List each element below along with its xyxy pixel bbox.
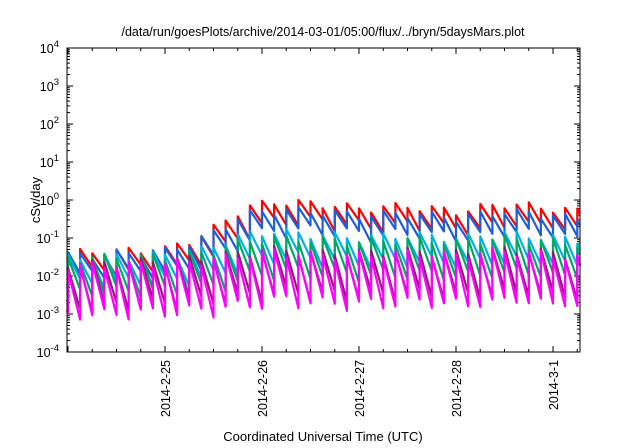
y-tick-exponent-4: 0 [54, 191, 59, 202]
x-tick-label-2: 2014-2-27 [353, 360, 367, 417]
y-tick-base-0: 10 [37, 346, 51, 360]
y-tick-base-7: 10 [40, 80, 54, 94]
y-tick-base-1: 10 [37, 308, 51, 322]
y-tick-base-6: 10 [40, 118, 54, 132]
y-tick-label-6: 102 [40, 115, 59, 132]
y-tick-exponent-6: 2 [54, 115, 59, 126]
y-tick-exponent-3: -1 [51, 229, 59, 240]
series-line-5 [65, 247, 582, 321]
y-tick-label-4: 100 [40, 191, 59, 208]
y-tick-exponent-0: -4 [51, 343, 59, 354]
y-tick-base-5: 10 [40, 156, 54, 170]
y-tick-exponent-2: -2 [51, 267, 59, 278]
y-tick-label-5: 101 [40, 153, 59, 170]
y-tick-base-4: 10 [40, 194, 54, 208]
y-tick-exponent-5: 1 [54, 153, 59, 164]
y-tick-label-7: 103 [40, 77, 59, 94]
series-line-1 [66, 206, 581, 282]
series-group [65, 198, 582, 321]
y-tick-base-2: 10 [37, 270, 51, 284]
y-tick-exponent-7: 3 [54, 77, 59, 88]
plot-frame [66, 47, 581, 353]
x-tick-label-1: 2014-2-26 [256, 360, 270, 417]
series-line-0 [66, 198, 581, 278]
y-tick-label-8: 104 [40, 39, 59, 56]
chart-title: /data/run/goesPlots/archive/2014-03-01/0… [121, 25, 525, 39]
y-tick-label-2: 10-2 [37, 267, 59, 284]
y-tick-label-3: 10-1 [37, 229, 59, 246]
x-tick-label-0: 2014-2-25 [159, 360, 173, 417]
y-tick-exponent-8: 4 [54, 39, 59, 50]
x-axis-label: Coordinated Universal Time (UTC) [223, 429, 422, 444]
y-axis-label: cSv/day [28, 176, 43, 223]
x-tick-label-3: 2014-2-28 [450, 360, 464, 417]
y-tick-base-3: 10 [37, 232, 51, 246]
y-tick-label-1: 10-3 [37, 305, 59, 322]
x-tick-label-4: 2014-3-1 [547, 360, 561, 410]
y-tick-base-8: 10 [40, 42, 54, 56]
y-tick-exponent-1: -3 [51, 305, 59, 316]
y-tick-label-0: 10-4 [37, 343, 59, 360]
